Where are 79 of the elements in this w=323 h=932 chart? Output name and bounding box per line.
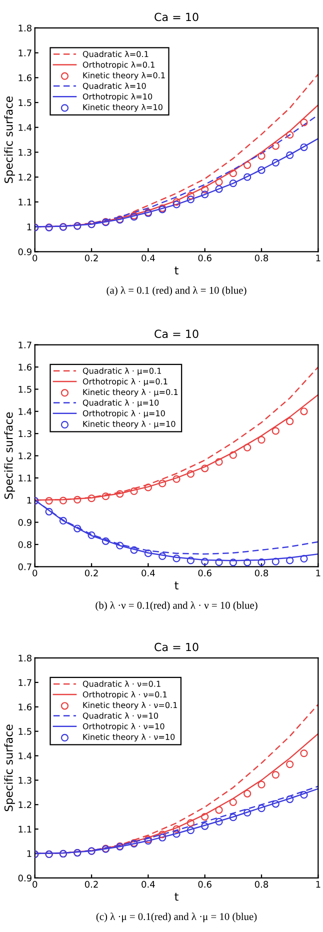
chart-title: Ca = 10 (154, 642, 198, 652)
y-tick-label: 0.9 (18, 519, 32, 526)
y-tick-label: 0.7 (18, 563, 32, 570)
legend-label: Kinetic theory λ · μ=10 (83, 420, 176, 428)
y-tick-label: 1.7 (18, 679, 32, 686)
x-tick-label: 0.6 (198, 880, 212, 888)
y-tick-label: 0.9 (18, 874, 32, 882)
legend-label: Orthotropic λ=0.1 (82, 61, 154, 70)
x-tick-label: 0.8 (254, 570, 268, 576)
y-tick-label: 1.1 (18, 198, 32, 206)
y-tick-label: 1 (27, 224, 32, 230)
text: (b) λ ·ν = 0.1(red) and λ · ν = 10 (blue) (96, 601, 258, 611)
y-tick-label: 1.4 (18, 124, 32, 131)
legend-label: Kinetic theory λ=10 (83, 104, 162, 112)
legend-label: Orthotropic λ=10 (82, 93, 152, 102)
x-axis-title: t (174, 892, 178, 901)
x-tick-label: 0.2 (84, 254, 98, 262)
legend-label: Quadratic λ · ν=0.1 (82, 680, 160, 688)
y-tick-label: 0.9 (18, 248, 32, 256)
y-tick-label: 1.1 (18, 474, 32, 482)
chart-title: Ca = 10 (154, 12, 198, 22)
y-tick-label: 1.3 (18, 776, 32, 784)
legend-label: Kinetic theory λ=0.1 (83, 72, 165, 80)
y-tick-label: 1.6 (18, 704, 32, 710)
text: (a) λ = 0.1 (red) and λ = 10 (blue) (106, 286, 246, 296)
y-tick-label: 1.8 (18, 24, 32, 32)
y-tick-label: 1.6 (18, 364, 32, 371)
x-tick-label: 0.8 (254, 254, 268, 262)
x-tick-label: 1 (316, 254, 320, 262)
legend-label: Quadratic λ · μ=0.1 (82, 368, 161, 376)
y-axis-title: Specific surface (4, 724, 15, 812)
y-tick-label: 1.4 (18, 752, 32, 760)
legend-label: Orthotropic λ · μ=10 (82, 410, 165, 418)
legend-label: Kinetic theory λ · ν=0.1 (83, 702, 177, 710)
x-tick-label: 0 (32, 254, 38, 262)
y-tick-label: 1 (27, 850, 32, 857)
y-tick-label: 1.7 (18, 342, 32, 348)
legend-label: Orthotropic λ · ν=0.1 (82, 691, 167, 700)
y-tick-label: 1.5 (18, 728, 32, 735)
y-tick-label: 1.2 (18, 801, 32, 808)
x-tick-label: 0.6 (198, 254, 212, 262)
y-axis-title: Specific surface (4, 96, 15, 183)
y-tick-label: 1.1 (18, 826, 32, 832)
x-tick-label: 0 (32, 880, 38, 888)
x-tick-label: 0.2 (84, 880, 98, 888)
x-tick-label: 0.4 (142, 254, 155, 262)
x-tick-label: 0.4 (142, 570, 155, 576)
y-tick-label: 1.5 (18, 386, 32, 393)
legend-label: Orthotropic λ · ν=10 (82, 723, 164, 731)
legend-label: Quadratic λ · μ=10 (82, 399, 159, 408)
legend-label: Kinetic theory λ · ν=10 (83, 734, 175, 742)
x-axis-title: t (174, 266, 178, 274)
chart-title: Ca = 10 (154, 330, 198, 338)
x-tick-label: 0.6 (198, 570, 212, 576)
y-tick-label: 1.7 (18, 50, 32, 56)
y-axis-title: Specific surface (4, 412, 15, 499)
y-tick-label: 1.8 (18, 654, 32, 662)
x-tick-label: 1 (316, 881, 320, 888)
legend-label: Kinetic theory λ · μ=0.1 (83, 388, 178, 397)
x-tick-label: 0.2 (84, 570, 98, 576)
y-tick-label: 1.3 (18, 430, 32, 438)
legend-label: Orthotropic λ · μ=0.1 (82, 378, 168, 386)
legend-label: Quadratic λ · ν=10 (82, 712, 158, 720)
y-tick-label: 0.8 (18, 541, 32, 548)
x-tick-label: 0 (32, 570, 38, 576)
y-tick-label: 1.4 (18, 408, 32, 415)
y-tick-label: 1 (27, 496, 32, 504)
x-tick-label: 1 (316, 570, 320, 576)
y-tick-label: 1.2 (18, 174, 32, 181)
legend-label: Quadratic λ=10 (82, 82, 146, 90)
x-axis-title: t (174, 582, 178, 590)
y-tick-label: 1.5 (18, 99, 32, 106)
y-tick-label: 1.3 (18, 148, 32, 156)
text: (c) λ ·μ = 0.1(red) and λ ·μ = 10 (blue) (96, 912, 257, 922)
x-tick-label: 0.8 (254, 880, 268, 888)
x-tick-label: 0.4 (142, 880, 155, 888)
y-tick-label: 1.6 (18, 74, 32, 82)
legend-label: Quadratic λ=0.1 (82, 50, 148, 58)
y-tick-label: 1.2 (18, 452, 32, 460)
